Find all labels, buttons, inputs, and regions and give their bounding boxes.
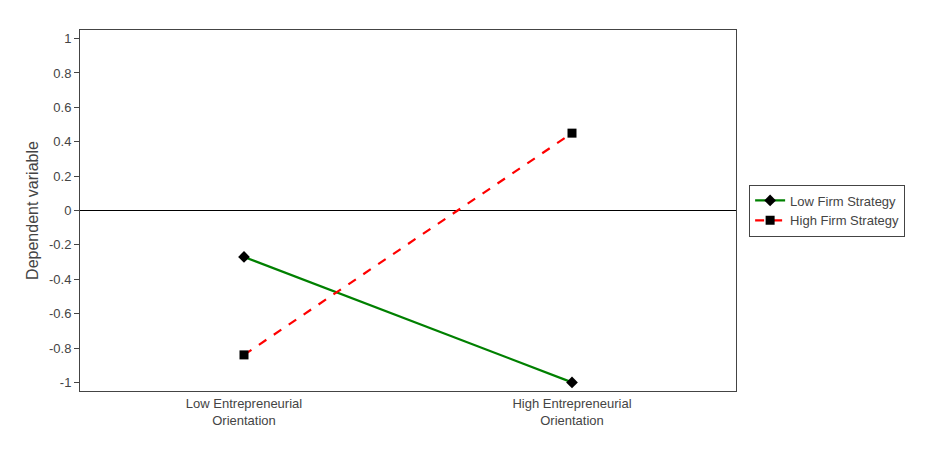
- svg-text:0.6: 0.6: [53, 100, 71, 115]
- svg-text:Low Firm Strategy: Low Firm Strategy: [790, 194, 896, 209]
- svg-text:Dependent variable: Dependent variable: [24, 141, 41, 280]
- svg-text:0.4: 0.4: [53, 134, 71, 149]
- svg-text:1: 1: [64, 31, 71, 46]
- svg-text:-0.4: -0.4: [49, 272, 71, 287]
- svg-text:-1: -1: [60, 375, 72, 390]
- svg-text:-0.6: -0.6: [49, 306, 71, 321]
- svg-text:0.8: 0.8: [53, 66, 71, 81]
- svg-text:0: 0: [64, 203, 71, 218]
- svg-text:High Firm Strategy: High Firm Strategy: [790, 213, 899, 228]
- svg-text:0.2: 0.2: [53, 169, 71, 184]
- svg-text:Low EntrepreneurialOrientation: Low EntrepreneurialOrientation: [186, 396, 302, 428]
- svg-text:-0.2: -0.2: [49, 237, 71, 252]
- svg-text:High EntrepreneurialOrientatio: High EntrepreneurialOrientation: [512, 396, 631, 428]
- svg-text:-0.8: -0.8: [49, 341, 71, 356]
